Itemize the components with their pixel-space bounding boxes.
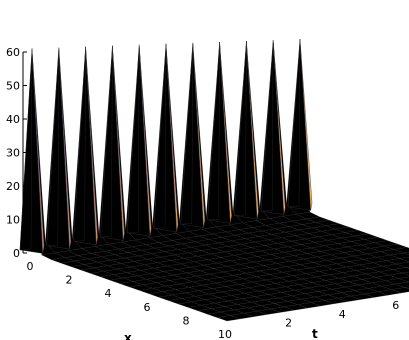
spike-mark: [260, 40, 286, 215]
x-tick-labels: 0 2 4 6 8 10: [27, 260, 233, 340]
x-axis-title: x: [124, 331, 132, 340]
surface-cell: [217, 315, 241, 322]
x-tick-label: 4: [105, 287, 112, 300]
x-tick-label: 6: [144, 301, 151, 314]
spike-mark: [207, 41, 232, 224]
z-tick-label: 0: [13, 247, 20, 260]
z-tick-labels: 0 10 20 30 40 50 60: [6, 46, 27, 260]
z-tick-label: 10: [6, 214, 20, 227]
z-tick-label: 20: [6, 180, 20, 193]
spike-mark: [287, 39, 313, 211]
t-tick-label: 6: [392, 299, 399, 312]
spike-mark: [46, 47, 72, 250]
z-tick-label: 40: [6, 113, 20, 126]
z-tick-label: 30: [6, 147, 20, 160]
z-tick-label: 60: [6, 46, 20, 59]
spike-mark: [100, 45, 125, 241]
t-tick-label: 4: [339, 308, 346, 321]
t-axis-title: t: [312, 327, 318, 340]
spike-mark: [234, 41, 259, 220]
x-tick-label: 2: [66, 274, 73, 287]
spike-mark: [126, 44, 152, 237]
x-tick-label: 8: [183, 314, 190, 327]
spike-mark: [180, 42, 206, 228]
surface-cell: [403, 251, 409, 256]
spike-mark: [19, 48, 45, 254]
x-tick-label: 10: [218, 328, 232, 340]
spike-series: [19, 39, 313, 254]
spike-mark: [73, 46, 98, 246]
x-tick-label: 0: [27, 260, 34, 273]
z-tick-label: 50: [6, 80, 20, 93]
t-tick-label: 2: [285, 316, 292, 329]
spike-mark: [153, 43, 179, 233]
